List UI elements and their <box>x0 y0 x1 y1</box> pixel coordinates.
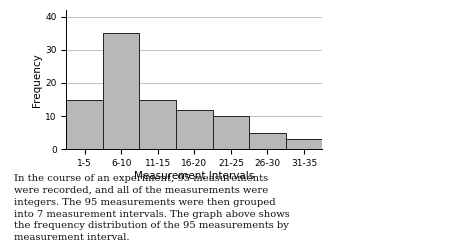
Bar <box>213 116 249 149</box>
Bar <box>286 139 322 149</box>
Bar <box>103 33 139 149</box>
Bar <box>66 100 103 149</box>
X-axis label: Measurement Intervals: Measurement Intervals <box>134 171 255 181</box>
Bar <box>176 110 213 149</box>
Y-axis label: Frequency: Frequency <box>32 53 42 107</box>
Text: In the course of an experiment, 95 measurements
were recorded, and all of the me: In the course of an experiment, 95 measu… <box>14 174 290 242</box>
Bar <box>139 100 176 149</box>
Bar <box>249 133 286 149</box>
